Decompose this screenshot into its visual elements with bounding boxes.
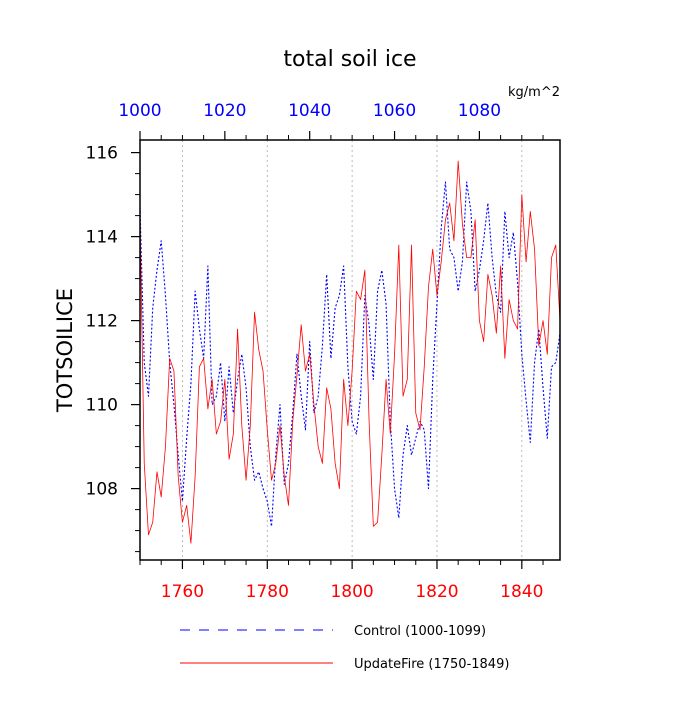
legend: Control (1000-1099) UpdateFire (1750-1849…	[180, 624, 509, 672]
series-line-control	[139, 181, 561, 527]
top-axis-tick-label: 1000	[118, 101, 161, 121]
legend-label: UpdateFire (1750-1849)	[354, 657, 509, 672]
plot-frame	[139, 139, 561, 561]
bottom-axis-tick-label: 1800	[330, 582, 373, 602]
top-axis-tick-label: 1080	[458, 101, 501, 121]
top-axis-tick-label: 1040	[288, 101, 331, 121]
bottom-axis-tick-label: 1820	[415, 582, 458, 602]
y-tick-label: 116	[86, 144, 118, 164]
y-tick-label: 112	[86, 312, 118, 332]
top-axis-tick-label: 1020	[203, 101, 246, 121]
bottom-axis-tick-label: 1780	[246, 582, 289, 602]
series-line-updatefire	[139, 160, 561, 544]
y-tick-label: 108	[86, 480, 118, 500]
y-axis-label: TOTSOILICE	[53, 288, 77, 413]
top-axis-tick-label: 1060	[373, 101, 416, 121]
y-tick-label: 110	[86, 396, 118, 416]
units-label: kg/m^2	[508, 85, 560, 100]
y-tick-label: 114	[86, 228, 118, 248]
bottom-axis-tick-label: 1760	[161, 582, 204, 602]
bottom-axis-tick-label: 1840	[500, 582, 543, 602]
legend-label: Control (1000-1099)	[354, 624, 486, 639]
series-layer	[139, 160, 561, 544]
grid-layer	[182, 140, 523, 560]
chart-title: total soil ice	[283, 47, 416, 72]
axes-layer: 108 110 112 114 116 1000 1020 1040 1060 1080 1760 1…	[86, 101, 544, 602]
